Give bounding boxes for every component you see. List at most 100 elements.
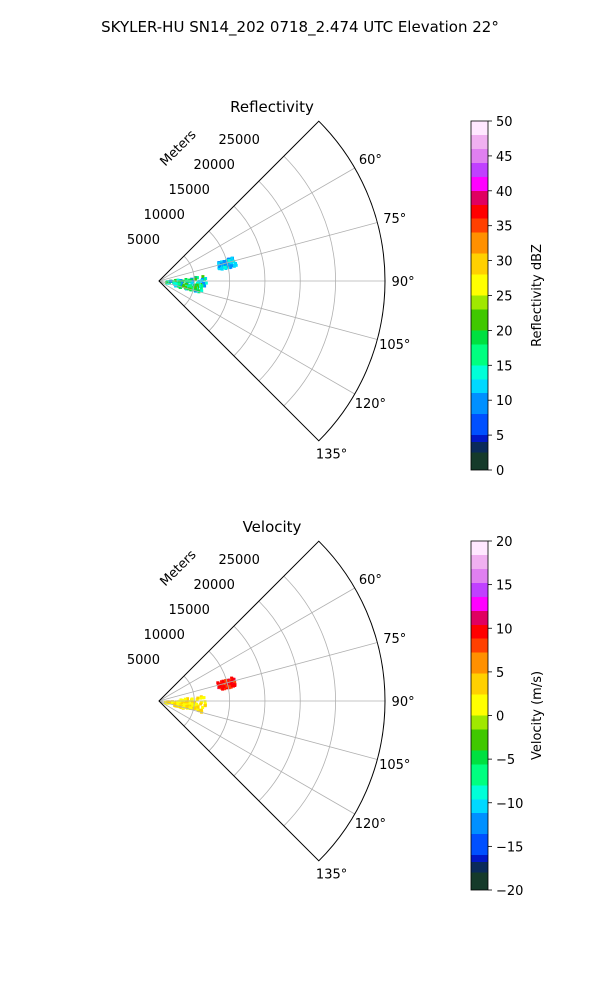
echo-gate	[200, 284, 204, 288]
echo-gate	[220, 267, 223, 271]
echo-gate	[187, 700, 191, 704]
panel-title: Reflectivity	[230, 98, 314, 116]
echo-gate	[195, 281, 199, 285]
echo-gate	[222, 260, 226, 263]
echo-gate	[229, 265, 233, 269]
echo-gate	[182, 285, 185, 288]
echo-gate	[193, 700, 197, 704]
theta-tick-label: 120°	[355, 397, 386, 412]
colorbar-tick-label: 5	[496, 666, 504, 681]
echo-gate	[230, 264, 233, 268]
echo-gate	[224, 684, 228, 688]
colorbar-tick-label: −5	[496, 753, 515, 768]
velocity-panel: 60° 75° 90° 105° 120° 135° 5000 10000 15000 20000…	[127, 518, 545, 899]
echo-gate	[177, 282, 181, 286]
echo-gate	[231, 677, 235, 681]
echo-gate	[199, 287, 203, 291]
echo-gate	[166, 700, 170, 704]
radial-tick-label: 5000	[127, 653, 160, 668]
azimuth-gridline	[158, 587, 355, 702]
colorbar-label: Reflectivity dBZ	[530, 244, 545, 347]
figure-suptitle: SKYLER-HU SN14_202 0718_2.474 UTC Elevat…	[101, 18, 499, 37]
colorbar-tick-label: 10	[496, 394, 513, 409]
azimuth-gridline	[158, 167, 355, 282]
azimuth-gridline	[158, 642, 378, 702]
theta-tick-label: 105°	[379, 338, 410, 353]
colorbar-tick-label: 40	[496, 185, 513, 200]
echo-gate	[194, 702, 198, 706]
echo-gate	[170, 701, 174, 705]
radial-tick-label: 15000	[169, 603, 210, 618]
colorbar-tick-label: 50	[496, 115, 513, 130]
colorbar-tick-label: 20	[496, 324, 513, 339]
colorbar	[470, 120, 489, 471]
echo-gate	[201, 275, 205, 279]
echo-gate	[176, 278, 180, 282]
radial-tick-label: 25000	[218, 133, 259, 148]
echo-gate	[203, 704, 207, 708]
echo-gate	[194, 288, 198, 292]
echo-gate	[181, 704, 185, 708]
theta-tick-label: 105°	[379, 758, 410, 773]
echo-gate	[199, 696, 202, 700]
echo-gate	[196, 705, 200, 709]
echo-gate	[179, 279, 183, 282]
echo-gate	[203, 700, 207, 704]
echo-gate	[175, 700, 179, 704]
echo-gate	[200, 700, 203, 704]
echo-gate	[165, 280, 169, 284]
radial-tick-label: 20000	[194, 158, 235, 173]
echo-gate	[164, 701, 168, 704]
echo-gate	[221, 681, 225, 684]
colorbar-tick-label: 15	[496, 579, 513, 594]
radial-tick-label: 25000	[218, 553, 259, 568]
echo-gate	[188, 706, 192, 710]
colorbar-tick-label: 45	[496, 150, 513, 165]
echo-gate	[230, 256, 234, 260]
echo-gate	[203, 284, 207, 288]
echo-gate	[218, 685, 222, 689]
colorbar-tick-label: 15	[496, 359, 513, 374]
azimuth-gridline	[158, 700, 378, 760]
echo-gate	[185, 281, 189, 285]
theta-tick-label: 60°	[359, 153, 382, 168]
echo-gate	[198, 709, 201, 713]
colorbar-tick-label: 35	[496, 220, 513, 235]
echo-gate	[175, 702, 179, 706]
echo-gate	[188, 287, 192, 291]
azimuth-gridline	[158, 280, 378, 340]
radial-tick-label: 20000	[194, 578, 235, 593]
echo-gate	[201, 696, 205, 700]
echo-gate	[234, 263, 238, 267]
radial-tick-label: 10000	[144, 628, 185, 643]
echo-gate	[189, 284, 193, 288]
echo-gate	[177, 280, 181, 284]
echo-gate	[224, 679, 228, 682]
echo-gate	[221, 687, 225, 691]
echo-gate	[220, 260, 224, 264]
echo-gate	[199, 702, 203, 706]
reflectivity-panel: 60° 75° 90° 105° 120° 135° 5000 10000 15000 20000…	[127, 98, 545, 479]
echo-gate	[185, 698, 189, 702]
echo-gate	[197, 285, 201, 289]
echo-gate	[232, 683, 236, 687]
theta-tick-label: 90°	[392, 275, 415, 290]
echo-gate	[173, 702, 177, 706]
echo-gate	[227, 262, 231, 266]
sector-outline	[158, 120, 386, 442]
echo-gate	[201, 706, 205, 709]
azimuth-gridline	[158, 700, 355, 815]
echo-gate	[179, 698, 183, 702]
echo-gate	[197, 289, 201, 293]
colorbar-tick-label: −20	[496, 884, 523, 899]
radial-tick-label: 10000	[144, 208, 185, 223]
theta-tick-label: 120°	[355, 817, 386, 832]
theta-tick-label: 135°	[316, 448, 347, 463]
echo-gate	[186, 285, 190, 289]
echo-gate	[230, 684, 234, 688]
echo-gate	[234, 262, 237, 265]
echo-gate	[188, 280, 192, 284]
echo-gate	[232, 264, 236, 268]
theta-tick-label: 135°	[316, 868, 347, 883]
echo-gate	[184, 285, 188, 289]
